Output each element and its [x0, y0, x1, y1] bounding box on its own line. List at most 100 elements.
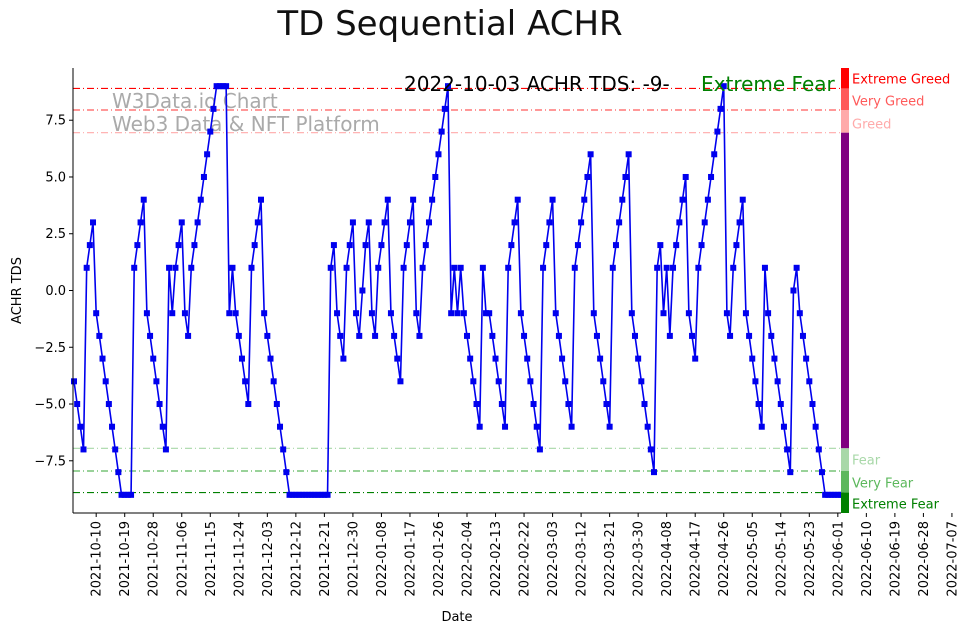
data-point	[739, 196, 746, 203]
data-point	[654, 264, 661, 271]
x-tick-label: 2021-11-06	[175, 521, 190, 597]
data-point	[790, 287, 797, 294]
chart-title: TD Sequential ACHR	[277, 4, 623, 44]
data-point	[723, 310, 730, 317]
data-point	[809, 401, 816, 408]
data-point	[673, 242, 680, 249]
data-point	[248, 264, 255, 271]
data-point	[689, 332, 696, 339]
data-point	[540, 264, 547, 271]
data-point	[77, 423, 84, 430]
x-tick-label: 2021-11-15	[204, 521, 219, 597]
x-tick-label: 2022-03-12	[575, 521, 590, 597]
data-point	[318, 491, 325, 498]
data-point	[419, 264, 426, 271]
x-tick-label: 2021-10-10	[90, 521, 105, 597]
data-point	[635, 355, 642, 362]
data-point	[93, 310, 100, 317]
data-point	[178, 219, 185, 226]
data-point	[644, 423, 651, 430]
data-point	[742, 310, 749, 317]
sidebar-segment	[841, 68, 849, 89]
data-point	[349, 219, 356, 226]
data-point	[277, 423, 284, 430]
x-tick-label: 2021-12-03	[261, 521, 276, 597]
data-point	[381, 219, 388, 226]
data-point	[422, 242, 429, 249]
x-tick-label: 2021-11-24	[232, 521, 247, 597]
data-point	[368, 310, 375, 317]
data-point	[267, 355, 274, 362]
data-point	[780, 423, 787, 430]
data-point	[210, 105, 217, 112]
data-point	[612, 242, 619, 249]
band-lines	[73, 87, 841, 494]
annotation-text: 2022-10-03 ACHR TDS: -9-	[404, 72, 670, 96]
x-tick-label: 2022-06-01	[831, 521, 846, 597]
data-point	[502, 423, 509, 430]
y-tick-label: −5.0	[34, 398, 66, 413]
series-group	[71, 83, 844, 498]
x-tick-label: 2022-02-22	[518, 521, 533, 597]
data-point	[80, 446, 87, 453]
data-point	[346, 242, 353, 249]
data-point	[207, 128, 214, 135]
y-tick-label: 7.5	[45, 114, 66, 129]
data-point	[191, 242, 198, 249]
data-point	[831, 491, 838, 498]
data-point	[112, 446, 119, 453]
data-point	[315, 491, 322, 498]
data-point	[663, 264, 670, 271]
data-point	[565, 401, 572, 408]
sidebar-label: Extreme Greed	[852, 73, 950, 88]
data-point	[638, 378, 645, 385]
x-tick-label: 2022-04-26	[717, 521, 732, 597]
data-point	[597, 355, 604, 362]
data-point	[685, 310, 692, 317]
watermark-line: W3Data.io Chart	[112, 89, 278, 113]
series-line	[73, 85, 841, 496]
x-tick-label: 2022-02-13	[489, 521, 504, 597]
data-point	[657, 242, 664, 249]
data-point	[378, 242, 385, 249]
data-point	[768, 332, 775, 339]
data-point	[609, 264, 616, 271]
data-point	[543, 242, 550, 249]
data-point	[717, 105, 724, 112]
data-point	[375, 264, 382, 271]
annotation-status: Extreme Fear	[701, 72, 836, 96]
data-point	[121, 491, 128, 498]
sidebar-label: Very Fear	[852, 477, 914, 492]
data-point	[219, 83, 226, 90]
x-tick-label: 2022-06-10	[860, 521, 875, 597]
data-point	[194, 219, 201, 226]
data-point	[530, 401, 537, 408]
data-point	[169, 310, 176, 317]
data-point	[622, 173, 629, 180]
data-point	[796, 310, 803, 317]
data-point	[828, 491, 835, 498]
sidebar-segment	[841, 132, 849, 449]
data-point	[327, 264, 334, 271]
data-point	[264, 332, 271, 339]
x-tick-label: 2022-04-08	[660, 521, 675, 597]
data-point	[701, 219, 708, 226]
data-point	[451, 264, 458, 271]
data-point	[334, 310, 341, 317]
data-point	[777, 401, 784, 408]
data-point	[714, 128, 721, 135]
data-point	[90, 219, 97, 226]
data-point	[495, 378, 502, 385]
data-point	[457, 264, 464, 271]
data-point	[280, 446, 287, 453]
x-tick-label: 2022-05-05	[746, 521, 761, 597]
sidebar-segment	[841, 448, 849, 471]
data-point	[625, 151, 632, 158]
data-point	[704, 196, 711, 203]
data-point	[578, 219, 585, 226]
axes: −7.5 −5.0 −2.5 0.0 2.5 5.0 7.5 2021-10-10 2021-1…	[10, 68, 960, 625]
data-point	[619, 196, 626, 203]
data-point	[603, 401, 610, 408]
x-tick-label: 2022-01-26	[432, 521, 447, 597]
data-point	[238, 355, 245, 362]
